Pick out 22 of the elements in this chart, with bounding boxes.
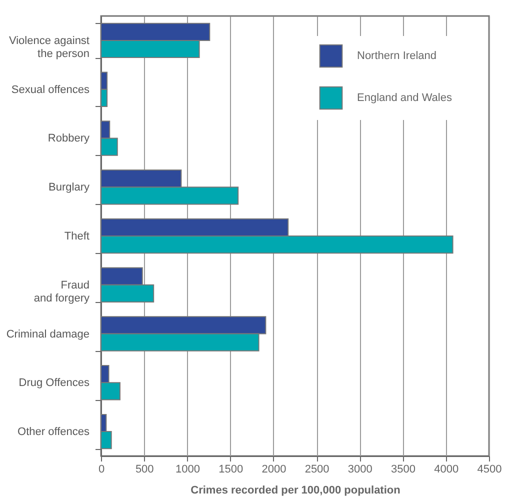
y-tick-label: Theft — [64, 230, 90, 242]
y-tick-label: Burglary — [48, 182, 90, 194]
y-tick-label: Robbery — [48, 132, 90, 145]
legend-label: England and Wales — [357, 92, 452, 104]
x-tick-label: 3500 — [391, 464, 416, 476]
x-tick-label: 1000 — [175, 464, 200, 476]
legend-label: Northern Ireland — [357, 50, 436, 62]
y-tick-label: Violence against the person — [8, 34, 90, 60]
x-tick-label: 4000 — [434, 464, 459, 476]
y-tick-label: Fraud and forgery — [34, 279, 90, 304]
x-tick-label: 3000 — [348, 464, 372, 476]
y-tick-label: Criminal damage — [6, 328, 90, 340]
x-tick-label: 1500 — [218, 464, 244, 476]
y-tick-label: Drug Offences — [18, 377, 90, 390]
x-tick-label: 2000 — [262, 464, 286, 476]
x-tick-label: 500 — [135, 464, 154, 476]
x-tick-label: 0 — [98, 464, 105, 476]
x-tick-label: 4500 — [477, 464, 502, 476]
y-tick-label: Other offences — [18, 426, 90, 438]
x-axis-title: Crimes recorded per 100,000 population — [190, 484, 401, 496]
x-tick-label: 2500 — [304, 464, 330, 476]
y-tick-label: Sexual offences — [11, 84, 90, 96]
